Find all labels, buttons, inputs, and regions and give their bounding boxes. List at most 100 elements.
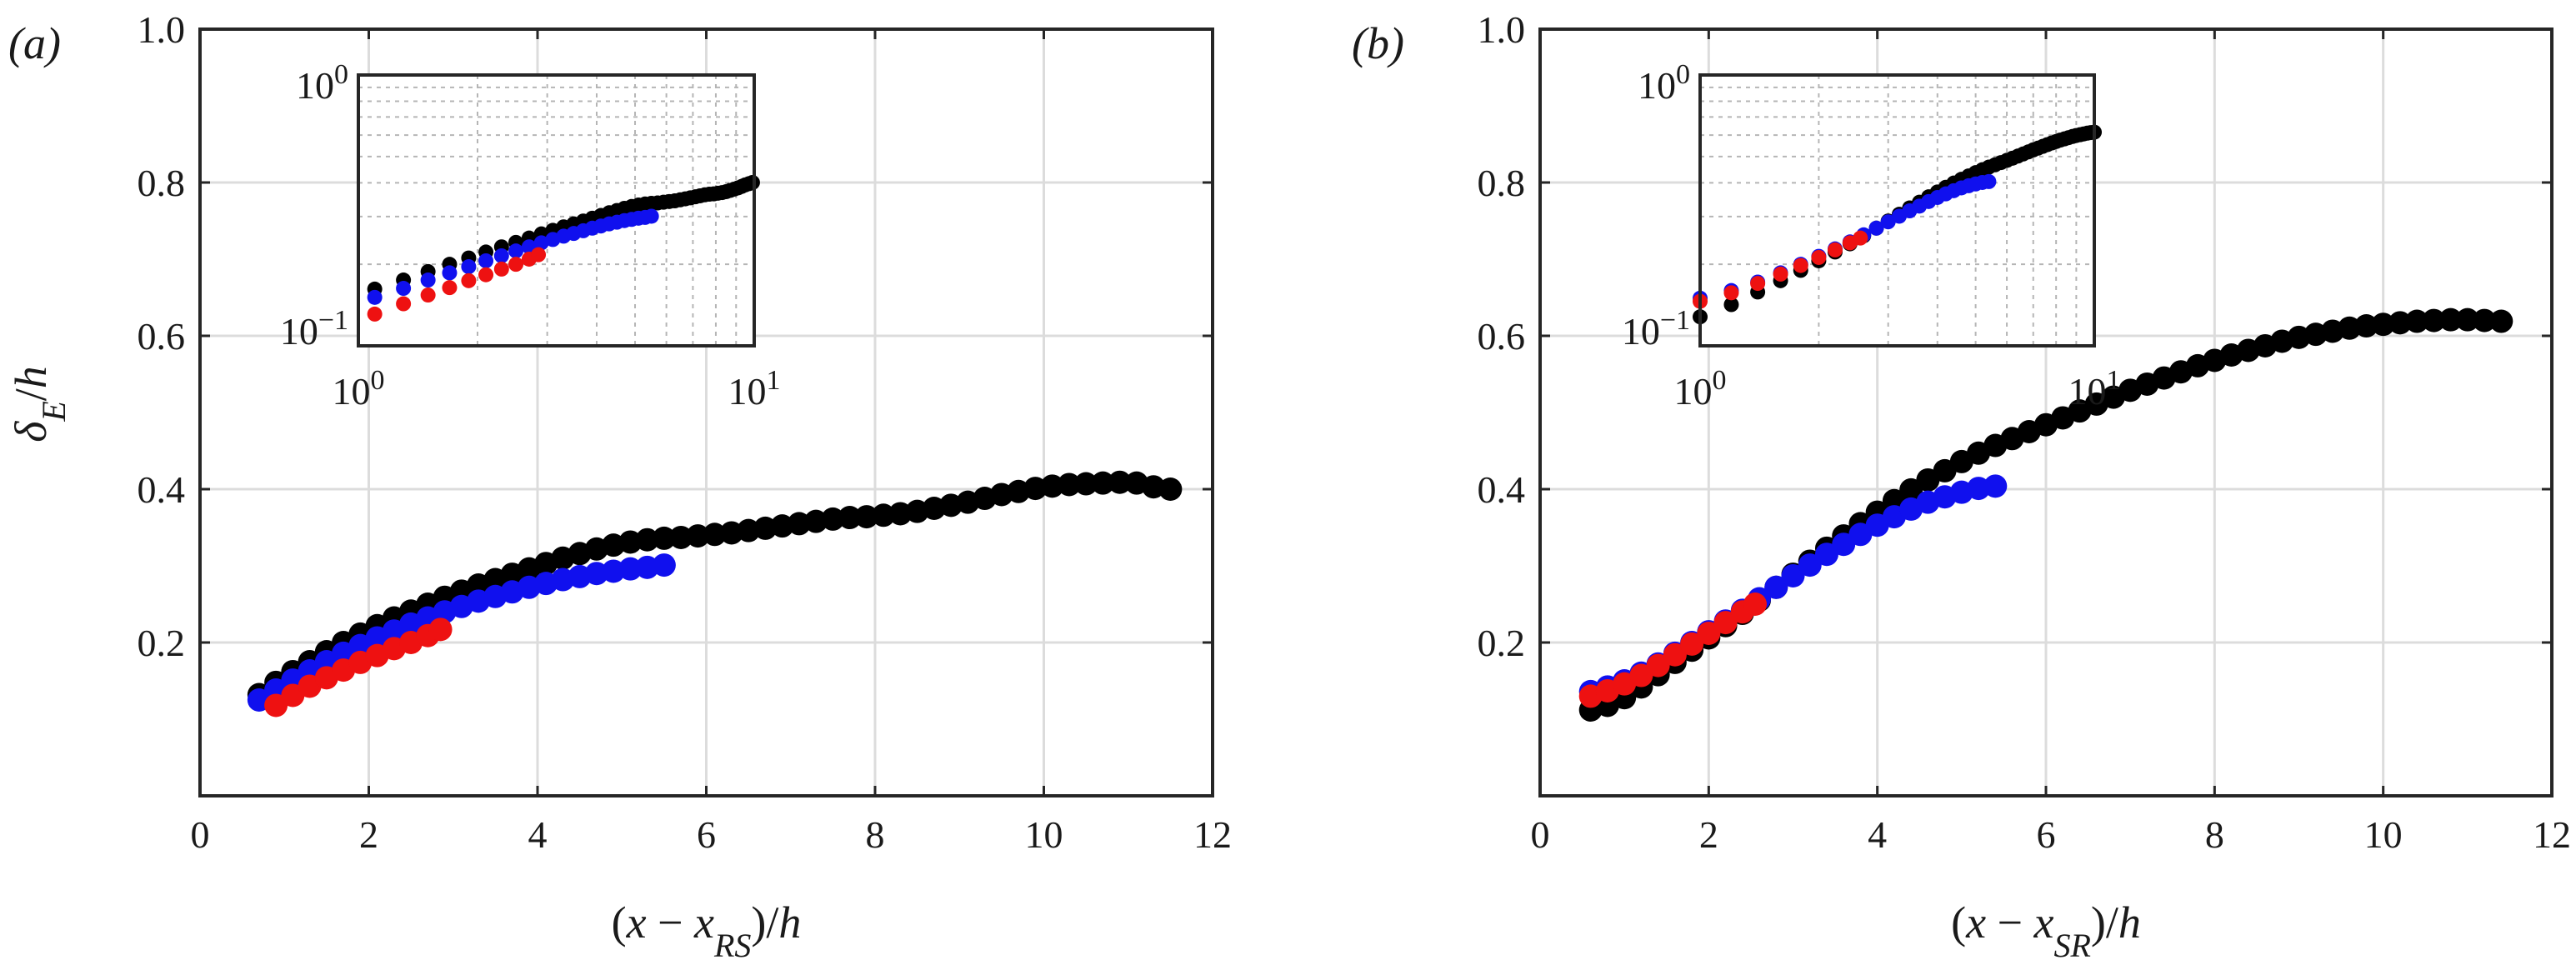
data-point-black xyxy=(1057,472,1081,497)
inset-data-point-blue xyxy=(508,243,524,259)
x-tick-label: 0 xyxy=(191,813,210,856)
inset-data-point-red xyxy=(367,306,383,322)
inset-frame xyxy=(1698,73,2096,348)
inset-data-point-red xyxy=(1750,276,1766,292)
x-tick-label: 4 xyxy=(528,813,548,856)
inset-data-point-red xyxy=(461,272,477,288)
data-point-black xyxy=(2489,309,2513,333)
inset-data-point-blue xyxy=(461,259,477,275)
inset-data-point-blue xyxy=(643,208,659,224)
data-point-black xyxy=(2371,312,2395,337)
inset-x-tick-label: 101 xyxy=(728,365,781,413)
x-tick-label: 2 xyxy=(359,813,378,856)
data-point-red xyxy=(1680,632,1704,656)
data-point-red xyxy=(1713,611,1738,635)
data-point-black xyxy=(2438,308,2463,332)
inset-data-point-blue xyxy=(493,248,509,263)
inset-data-point-blue xyxy=(420,272,436,288)
x-tick-label: 12 xyxy=(1193,813,1232,856)
inset-data-point-red xyxy=(420,288,436,303)
inset-y-tick-label: 10−1 xyxy=(280,305,348,353)
x-tick-label: 2 xyxy=(1699,813,1718,856)
data-point-black xyxy=(703,522,727,547)
inset-data-point-red xyxy=(1811,249,1827,265)
series-red xyxy=(264,618,453,718)
y-tick-label: 0.8 xyxy=(1478,162,1526,204)
data-point-black xyxy=(2354,314,2378,338)
data-point-black xyxy=(1158,478,1183,501)
data-point-black xyxy=(821,507,845,531)
panel-a: 0 2 4 6 8 10 12 0.2 0.4 0.6 0.8 1.0 (a) (x − xRS)/h δE… xyxy=(6,8,1232,964)
inset-data-point-black xyxy=(744,174,760,190)
panel-label: (b) xyxy=(1352,18,1404,68)
inset-data-point-red xyxy=(1853,230,1868,246)
inset-x-tick-label: 100 xyxy=(1674,365,1727,413)
data-point-black xyxy=(872,503,896,528)
data-point-black xyxy=(2455,308,2479,332)
panel-label: (a) xyxy=(8,18,61,68)
inset-data-point-red xyxy=(1827,242,1843,258)
data-point-red xyxy=(264,693,288,718)
data-point-blue xyxy=(1798,553,1822,578)
inset-data-point-red xyxy=(396,296,412,312)
inset-data-point-blue xyxy=(442,265,458,281)
y-tick-label: 1.0 xyxy=(138,8,186,51)
data-point-black xyxy=(2422,308,2446,332)
panel-b: 0 2 4 6 8 10 12 0.2 0.4 0.6 0.8 1.0 (b) (x − xSR)/h 10… xyxy=(1352,8,2571,964)
data-point-black xyxy=(854,505,878,529)
y-tick-label: 0.2 xyxy=(138,622,186,664)
inset-plot: 100 101 10−1 100 xyxy=(280,59,781,413)
inset-data-point-blue xyxy=(1981,173,1997,189)
inset-data-point-blue xyxy=(1868,220,1884,236)
inset-plot: 100 101 10−1 100 xyxy=(1622,59,2121,413)
inset-data-point-red xyxy=(442,280,458,296)
x-tick-label: 10 xyxy=(2364,813,2403,856)
data-point-blue xyxy=(1781,563,1805,588)
inset-frame xyxy=(357,73,756,348)
y-tick-label: 0.8 xyxy=(138,162,186,204)
inset-data-point-red xyxy=(1793,258,1808,273)
x-tick-label: 8 xyxy=(2205,813,2224,856)
data-point-black xyxy=(2473,308,2497,332)
inset-data-point-blue xyxy=(367,289,383,305)
x-tick-label: 10 xyxy=(1025,813,1063,856)
inset-data-point-red xyxy=(508,257,524,272)
inset-x-tick-label: 100 xyxy=(333,365,385,413)
x-tick-label: 4 xyxy=(1868,813,1887,856)
inset-data-point-blue xyxy=(1880,214,1896,230)
y-tick-label: 0.4 xyxy=(1478,468,1526,511)
inset-data-point-blue xyxy=(396,281,412,297)
series-black xyxy=(247,470,1183,707)
inset-data-point-blue xyxy=(478,252,494,268)
data-point-black xyxy=(635,528,659,552)
inset-x-tick-label: 101 xyxy=(2068,365,2121,413)
data-point-red xyxy=(1697,621,1721,645)
inset-data-point-red xyxy=(493,261,509,277)
x-tick-label: 6 xyxy=(697,813,716,856)
data-point-black xyxy=(1108,470,1132,494)
data-point-black xyxy=(669,525,693,549)
inset-series-red xyxy=(367,247,547,322)
data-point-blue xyxy=(652,553,676,578)
data-point-black xyxy=(1091,471,1115,495)
inset-y-tick-label: 100 xyxy=(296,59,348,108)
x-tick-label: 0 xyxy=(1531,813,1550,856)
x-axis-label: (x − xRS)/h xyxy=(612,898,802,964)
y-axis-label: δE/h xyxy=(6,366,73,442)
series-blue xyxy=(247,553,676,712)
y-tick-label: 0.6 xyxy=(138,315,186,358)
y-tick-label: 0.4 xyxy=(138,468,186,511)
series-red xyxy=(1578,592,1767,708)
data-point-blue xyxy=(1814,542,1838,567)
inset-data-point-red xyxy=(1723,285,1739,301)
inset-data-point-red xyxy=(531,247,547,262)
inset-series-red xyxy=(1693,230,1868,309)
x-tick-label: 12 xyxy=(2533,813,2571,856)
inset-data-point-black xyxy=(1723,297,1739,312)
x-axis-label: (x − xSR)/h xyxy=(1951,898,2141,964)
data-point-blue xyxy=(1983,474,2008,498)
data-point-black xyxy=(686,524,710,548)
inset-data-point-red xyxy=(478,267,494,282)
y-tick-label: 0.2 xyxy=(1478,622,1526,664)
